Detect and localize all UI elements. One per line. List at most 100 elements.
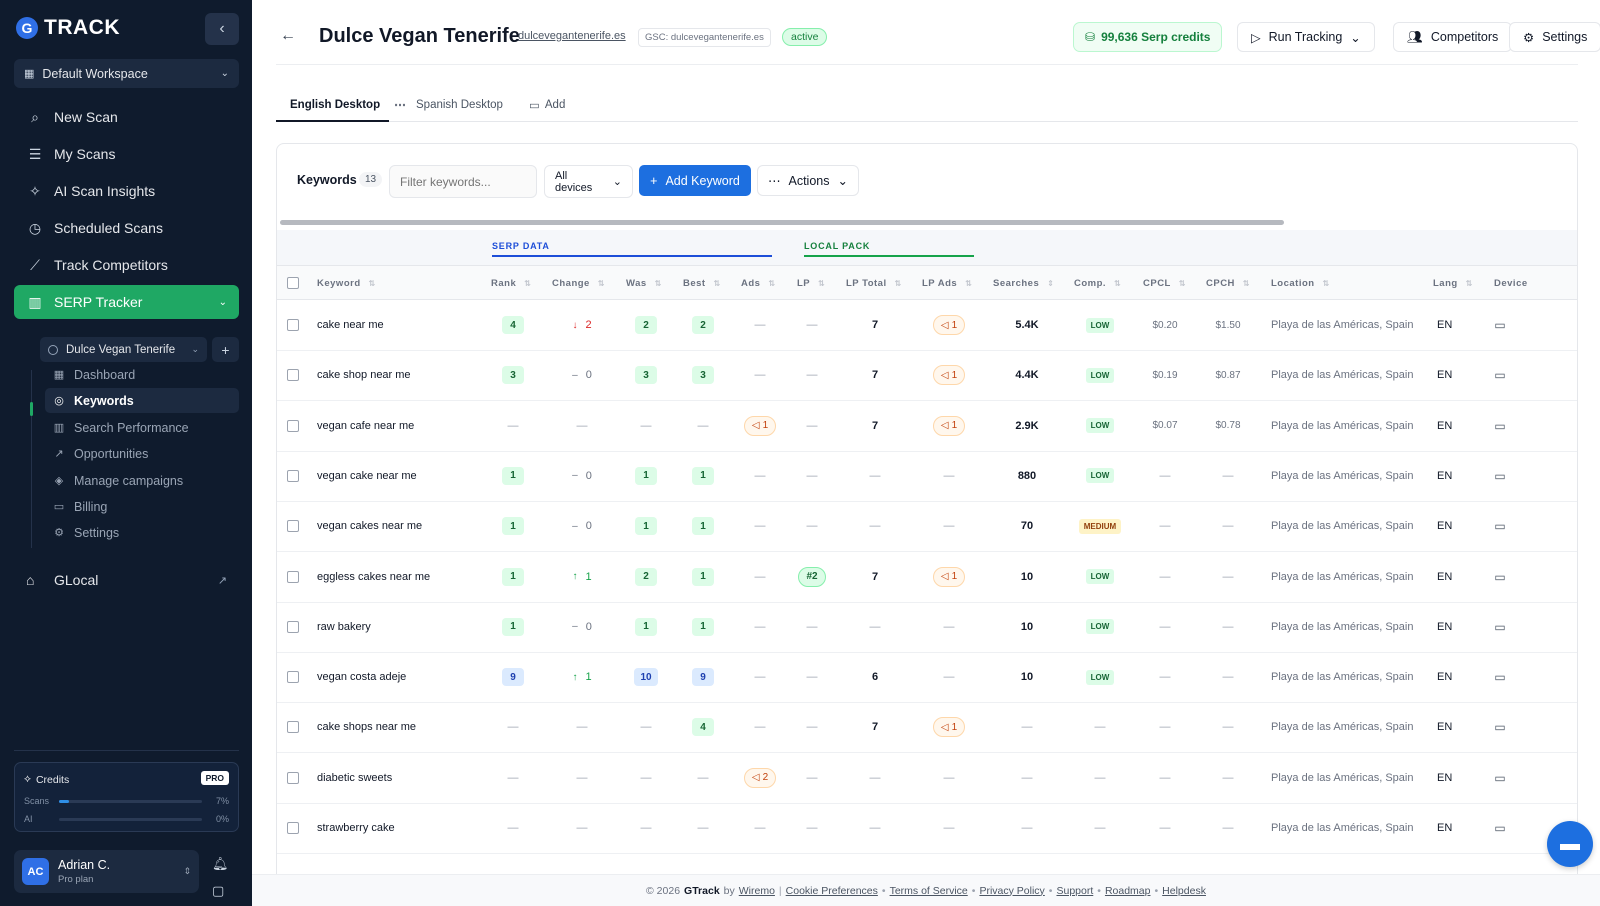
table-row[interactable]: vegan cakes near me 1 –0 1 1 — — — — 70 MEDIUM — — Pl… xyxy=(277,501,1577,553)
more-icon[interactable]: ⋯ xyxy=(394,100,406,112)
nav-track-competitors[interactable]: ⟋ Track Competitors xyxy=(14,248,239,282)
add-keyword-button[interactable]: + Add Keyword xyxy=(639,165,751,196)
row-checkbox[interactable] xyxy=(287,520,299,533)
competitors-button[interactable]: 👥︎ Competitors xyxy=(1393,22,1513,52)
roadmap-link[interactable]: Roadmap xyxy=(1104,884,1151,897)
chat-widget-button[interactable]: ▬ xyxy=(1547,821,1593,867)
devices-select[interactable]: All devices ⌄ xyxy=(544,165,633,198)
sub-item-manage-campaigns[interactable]: ◈ Manage campaigns xyxy=(45,468,239,493)
chat-icon[interactable]: ▢ xyxy=(212,883,225,898)
sub-item-opportunities[interactable]: ↗ Opportunities xyxy=(45,441,239,466)
column-header[interactable]: Location ⇅ xyxy=(1271,266,1330,300)
competition-cell: LOW xyxy=(1072,350,1128,400)
column-header[interactable]: LP ⇅ xyxy=(797,266,825,300)
competition-cell: MEDIUM xyxy=(1072,501,1128,551)
privacy-link[interactable]: Privacy Policy xyxy=(979,884,1045,897)
sort-icon: ⇅ xyxy=(894,278,902,288)
footer-company-link[interactable]: Wiremo xyxy=(738,884,775,897)
sub-item-search-performance[interactable]: ▥ Search Performance xyxy=(45,415,239,440)
nav-serp-tracker[interactable]: ▥ SERP Tracker ⌄ xyxy=(14,285,239,319)
table-row[interactable]: vegan cafe near me — — — — ◁ 1—7 ◁ 1 2.9K LOW $0.07… xyxy=(277,401,1577,452)
column-header[interactable]: LP Ads ⇅ xyxy=(922,266,972,300)
collapse-sidebar-button[interactable]: ‹ xyxy=(205,13,239,45)
change-cell: –0 xyxy=(557,350,607,400)
empty-value: — xyxy=(1222,620,1234,633)
tab-add[interactable]: ▭ Add xyxy=(529,88,565,122)
table-row[interactable]: vegan costa adeje 9 ↑ 1 10 9— —6—10 LOW — — Playa … xyxy=(277,652,1577,704)
column-header[interactable]: Keyword ⇅ xyxy=(317,266,376,300)
row-checkbox[interactable] xyxy=(287,771,299,784)
row-checkbox[interactable] xyxy=(287,369,299,382)
user-menu[interactable]: AC Adrian C. Pro plan ⇕ xyxy=(14,850,199,893)
nav-glocal[interactable]: ⌂ GLocal ↗ xyxy=(14,565,239,595)
add-project-button[interactable]: + xyxy=(212,337,239,362)
back-arrow-icon[interactable]: ← xyxy=(280,27,296,44)
column-header[interactable]: CPCL ⇅ xyxy=(1143,266,1186,300)
device-cell: ▭ xyxy=(1487,702,1513,752)
domain-link[interactable]: dulcevegantenerife.es xyxy=(518,30,626,42)
helpdesk-link[interactable]: Helpdesk xyxy=(1162,884,1206,897)
column-header[interactable]: Lang ⇅ xyxy=(1433,266,1473,300)
ads-cell: — xyxy=(738,702,782,752)
column-header[interactable]: Comp. ⇅ xyxy=(1074,266,1121,300)
tab-english-desktop[interactable]: English Desktop ⋯ xyxy=(290,88,406,122)
table-row[interactable]: strawberry cake — — — — — — — — — — — — Playa de las … xyxy=(277,803,1577,854)
checkbox-cell xyxy=(287,602,299,652)
table-row[interactable]: cake shops near me — — — 4 — — 7 ◁ 1 — — — — Playa de … xyxy=(277,702,1577,754)
column-header[interactable]: Rank ⇅ xyxy=(491,266,531,300)
column-header[interactable]: Searches ⇕ xyxy=(993,266,1054,300)
row-checkbox[interactable] xyxy=(287,822,299,834)
cookie-preferences-link[interactable]: Cookie Preferences xyxy=(785,884,878,897)
row-checkbox[interactable] xyxy=(287,671,299,684)
lp-cell: — xyxy=(792,602,832,652)
column-header[interactable]: Best ⇅ xyxy=(683,266,721,300)
nav-new-scan[interactable]: ⌕ New Scan xyxy=(14,100,239,134)
bell-icon[interactable]: 🔔︎ xyxy=(212,856,229,871)
table-row[interactable]: vegan cake near me 1 –0 1 1 — — — — 880 LOW — — Playa… xyxy=(277,451,1577,502)
sub-item-billing[interactable]: ▭ Billing xyxy=(45,494,239,519)
sub-item-settings[interactable]: ⚙ Settings xyxy=(45,520,239,545)
row-checkbox[interactable] xyxy=(287,620,299,633)
settings-button[interactable]: ⚙ Settings xyxy=(1509,22,1600,52)
table-row[interactable]: eggless cakes near me 1 ↑ 1 2 1— #2 7 ◁ 1 10 LOW — — P… xyxy=(277,552,1577,603)
select-all-checkbox[interactable] xyxy=(287,277,299,289)
table-row[interactable]: cake near me 4 ↓ 2 2 2— —7 ◁ 1 5.4K LOW $0.20 $1.50 P… xyxy=(277,300,1577,351)
column-header-label: Device xyxy=(1494,277,1528,289)
sub-item-keywords[interactable]: ◎ Keywords xyxy=(45,388,239,413)
column-header[interactable]: Was ⇅ xyxy=(626,266,662,300)
terms-link[interactable]: Terms of Service xyxy=(889,884,968,897)
support-link[interactable]: Support xyxy=(1056,884,1094,897)
actions-button[interactable]: ⋯ Actions ⌄ xyxy=(757,165,859,196)
column-header[interactable]: LP Total ⇅ xyxy=(846,266,902,300)
rank-cell: 4 xyxy=(491,300,535,350)
nav-scheduled-scans[interactable]: ◷ Scheduled Scans xyxy=(14,211,239,245)
table-row[interactable]: raw bakery 1 –0 1 1 — — — — 10 LOW — — Playa de las A… xyxy=(277,602,1577,653)
run-tracking-button[interactable]: ▷ Run Tracking ⌄ xyxy=(1237,22,1375,52)
sub-item-dashboard[interactable]: ▦ Dashboard xyxy=(45,362,239,387)
row-checkbox[interactable] xyxy=(287,570,299,583)
rank-cell: 9 xyxy=(491,652,535,702)
horizontal-scrollbar[interactable] xyxy=(280,220,1284,225)
column-header[interactable]: Change ⇅ xyxy=(552,266,605,300)
filter-keywords-input[interactable] xyxy=(389,165,537,198)
serp-credits-button[interactable]: ⛁ 99,636 Serp credits xyxy=(1073,22,1223,52)
column-header[interactable]: CPCH ⇅ xyxy=(1206,266,1250,300)
logo[interactable]: G TRACK xyxy=(16,16,120,40)
column-header[interactable]: Device xyxy=(1494,266,1528,300)
table-row[interactable]: diabetic sweets — — — — ◁ 2 — — — — — — — Playa de las… xyxy=(277,753,1577,804)
row-checkbox[interactable] xyxy=(287,419,299,432)
table-row[interactable]: cake shop near me 3 –0 3 3 — — 7 ◁ 1 4.4K LOW $0.19 $… xyxy=(277,350,1577,402)
lp-ads-cell: ◁ 1 xyxy=(927,702,971,752)
nav-my-scans[interactable]: ☰ My Scans xyxy=(14,137,239,171)
lp-ads-cell: — xyxy=(927,451,971,501)
tab-spanish-desktop[interactable]: Spanish Desktop xyxy=(416,88,503,122)
row-checkbox[interactable] xyxy=(287,721,299,734)
workspace-select[interactable]: ▦ Default Workspace ⌄ xyxy=(14,59,239,88)
column-header[interactable]: Ads ⇅ xyxy=(741,266,776,300)
row-checkbox[interactable] xyxy=(287,319,299,331)
project-select[interactable]: Dulce Vegan Tenerife ⌄ xyxy=(40,337,207,362)
building-icon: ▦ xyxy=(24,68,35,80)
row-checkbox[interactable] xyxy=(287,469,299,482)
nav-ai-scan-insights[interactable]: ✧ AI Scan Insights xyxy=(14,174,239,208)
column-header-label: Change xyxy=(552,277,590,289)
